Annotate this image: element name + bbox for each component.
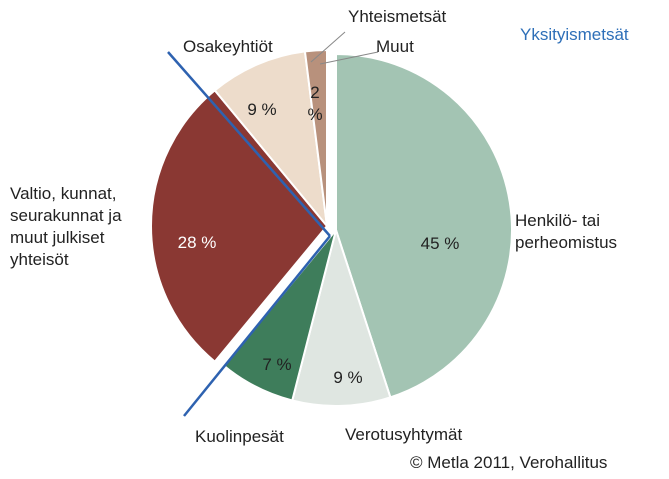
annotation: Muut bbox=[376, 37, 414, 56]
source-note: © Metla 2011, Verohallitus bbox=[410, 453, 608, 472]
pie-slice bbox=[291, 226, 392, 407]
value-label: 9 % bbox=[333, 368, 363, 387]
leader-line bbox=[319, 51, 379, 65]
divider-line bbox=[183, 235, 331, 417]
value-label: 2 % bbox=[307, 83, 323, 124]
value-label: 45 % bbox=[420, 234, 460, 253]
divider-line bbox=[167, 51, 331, 237]
leader-line bbox=[310, 31, 346, 63]
category-label: Henkilö- tai perheomistus bbox=[515, 211, 618, 252]
pie-slice bbox=[335, 52, 513, 399]
category-label: Verotusyhtymät bbox=[345, 425, 463, 444]
group-label: Yksityismetsät bbox=[520, 25, 629, 44]
value-label: 9 % bbox=[247, 100, 277, 119]
value-label: 7 % bbox=[262, 355, 292, 374]
pie-slice bbox=[303, 48, 328, 227]
category-label: Valtio, kunnat, seurakunnat ja muut julk… bbox=[10, 184, 122, 269]
category-label: Yhteismetsät bbox=[348, 7, 447, 26]
category-label: Osakeyhtiöt bbox=[183, 37, 273, 56]
pie-slice bbox=[213, 50, 329, 230]
value-label: 28 % bbox=[177, 233, 217, 252]
pie-slice bbox=[150, 88, 329, 364]
category-label: Kuolinpesät bbox=[195, 427, 284, 446]
